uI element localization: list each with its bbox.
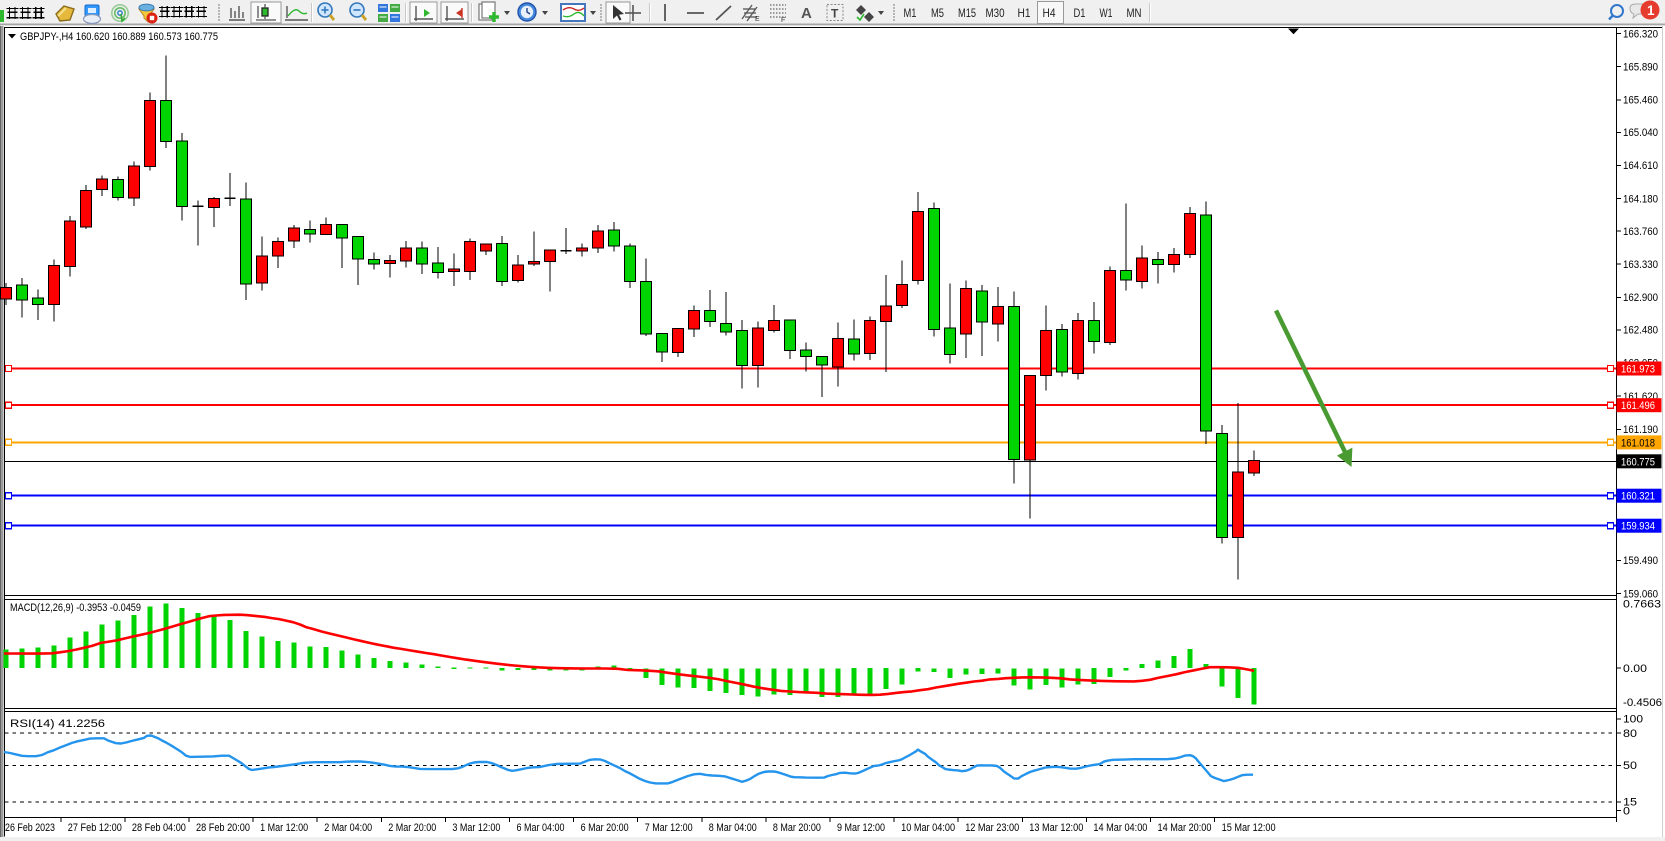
svg-text:27 Feb 12:00: 27 Feb 12:00 — [68, 822, 122, 834]
svg-text:26 Feb 2023: 26 Feb 2023 — [5, 822, 55, 834]
svg-text:163.330: 163.330 — [1623, 259, 1658, 271]
svg-text:M15: M15 — [958, 6, 976, 20]
svg-text:14 Mar 04:00: 14 Mar 04:00 — [1093, 822, 1147, 834]
svg-text:164.180: 164.180 — [1623, 193, 1658, 205]
svg-text:162.900: 162.900 — [1623, 292, 1658, 304]
svg-text:1: 1 — [1647, 3, 1655, 18]
svg-text:D1: D1 — [1074, 6, 1086, 20]
svg-text:15 Mar 12:00: 15 Mar 12:00 — [1222, 822, 1276, 834]
svg-text:162.480: 162.480 — [1623, 325, 1658, 337]
svg-text:28 Feb 04:00: 28 Feb 04:00 — [132, 822, 186, 834]
svg-text:28 Feb 20:00: 28 Feb 20:00 — [196, 822, 250, 834]
svg-text:8 Mar 20:00: 8 Mar 20:00 — [773, 822, 821, 834]
svg-text:13 Mar 12:00: 13 Mar 12:00 — [1029, 822, 1083, 834]
svg-text:6 Mar 04:00: 6 Mar 04:00 — [517, 822, 565, 834]
svg-text:M30: M30 — [986, 6, 1005, 20]
svg-text:W1: W1 — [1100, 6, 1113, 20]
svg-text:80: 80 — [1623, 728, 1637, 740]
svg-text:1 Mar 12:00: 1 Mar 12:00 — [260, 822, 308, 834]
svg-text:0.7663: 0.7663 — [1623, 599, 1661, 611]
svg-text:160.321: 160.321 — [1621, 491, 1655, 503]
svg-text:MN: MN — [1127, 6, 1142, 20]
svg-text:0.00: 0.00 — [1623, 663, 1647, 675]
svg-text:H4: H4 — [1043, 6, 1056, 20]
svg-text:MACD(12,26,9) -0.3953 -0.0459: MACD(12,26,9) -0.3953 -0.0459 — [10, 602, 141, 614]
svg-text:-0.4506: -0.4506 — [1623, 697, 1662, 709]
svg-text:160.775: 160.775 — [1621, 456, 1655, 468]
svg-text:161.018: 161.018 — [1621, 437, 1655, 449]
svg-text:166.320: 166.320 — [1623, 28, 1658, 40]
svg-text:F: F — [781, 17, 785, 24]
svg-text:12 Mar 23:00: 12 Mar 23:00 — [965, 822, 1019, 834]
svg-text:159.490: 159.490 — [1623, 555, 1658, 567]
svg-text:161.973: 161.973 — [1621, 364, 1655, 376]
svg-text:7 Mar 12:00: 7 Mar 12:00 — [645, 822, 693, 834]
svg-text:165.040: 165.040 — [1623, 127, 1658, 139]
svg-text:3 Mar 12:00: 3 Mar 12:00 — [452, 822, 500, 834]
svg-text:50: 50 — [1623, 760, 1637, 772]
svg-text:100: 100 — [1623, 714, 1643, 726]
svg-text:165.460: 165.460 — [1623, 95, 1658, 107]
svg-text:164.610: 164.610 — [1623, 160, 1658, 172]
svg-text:8 Mar 04:00: 8 Mar 04:00 — [709, 822, 757, 834]
svg-text:159.934: 159.934 — [1621, 521, 1655, 533]
svg-text:6 Mar 20:00: 6 Mar 20:00 — [581, 822, 629, 834]
svg-text:2 Mar 04:00: 2 Mar 04:00 — [324, 822, 372, 834]
svg-text:14 Mar 20:00: 14 Mar 20:00 — [1158, 822, 1212, 834]
svg-text:163.760: 163.760 — [1623, 226, 1658, 238]
svg-text:RSI(14) 41.2256: RSI(14) 41.2256 — [10, 718, 105, 730]
svg-text:M1: M1 — [904, 6, 917, 20]
svg-text:M5: M5 — [931, 6, 944, 20]
svg-text:161.190: 161.190 — [1623, 424, 1658, 436]
svg-text:E: E — [755, 16, 760, 23]
svg-text:A: A — [801, 5, 812, 22]
svg-text:GBPJPY-,H4 160.620 160.889 16: GBPJPY-,H4 160.620 160.889 160.573 160.7… — [20, 31, 218, 43]
svg-text:9 Mar 12:00: 9 Mar 12:00 — [837, 822, 885, 834]
svg-text:2 Mar 20:00: 2 Mar 20:00 — [388, 822, 436, 834]
svg-text:159.060: 159.060 — [1623, 588, 1658, 600]
svg-text:10 Mar 04:00: 10 Mar 04:00 — [901, 822, 955, 834]
svg-text:H1: H1 — [1018, 6, 1031, 20]
svg-text:T: T — [831, 7, 839, 21]
svg-text:161.496: 161.496 — [1621, 400, 1655, 412]
svg-text:15: 15 — [1623, 797, 1637, 809]
svg-text:165.890: 165.890 — [1623, 62, 1658, 74]
svg-text:0: 0 — [1623, 806, 1630, 818]
